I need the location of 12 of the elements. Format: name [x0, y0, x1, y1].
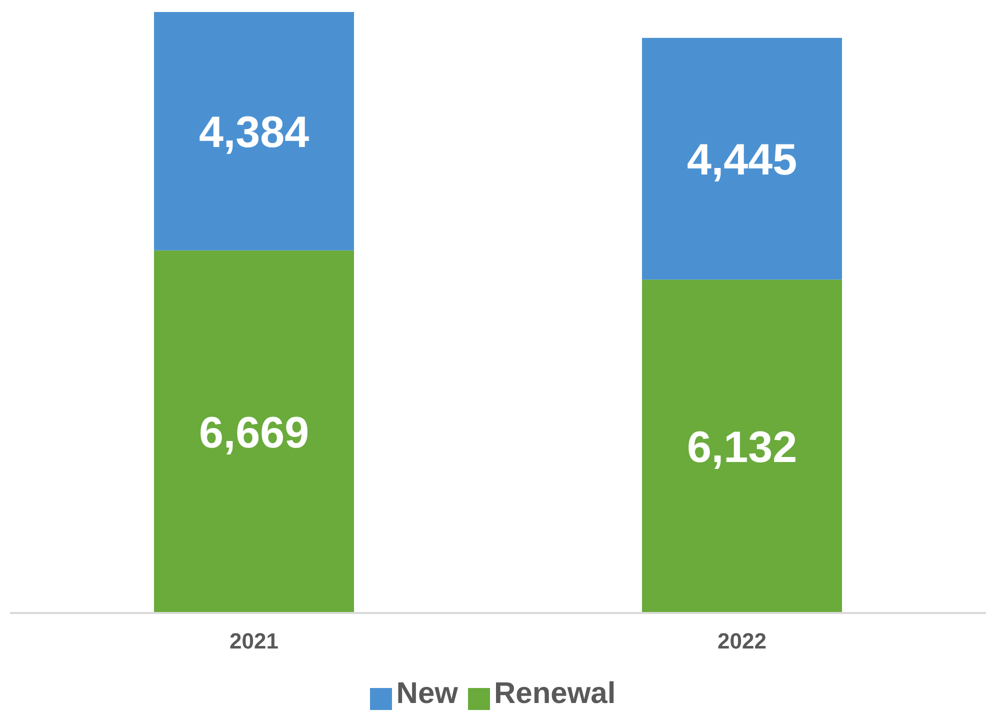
- legend-label: New: [396, 677, 458, 710]
- bar: [642, 38, 842, 280]
- bar: [642, 280, 842, 613]
- x-tick-label: 2022: [718, 628, 766, 654]
- data-label: 4,384: [198, 108, 310, 157]
- legend-label: Renewal: [494, 677, 616, 710]
- data-label: 4,445: [686, 135, 798, 184]
- x-tick-label: 2021: [230, 628, 278, 654]
- data-label: 6,132: [686, 422, 798, 472]
- bar: [154, 250, 354, 613]
- data-label: 6,669: [198, 408, 310, 458]
- bar: [154, 12, 354, 250]
